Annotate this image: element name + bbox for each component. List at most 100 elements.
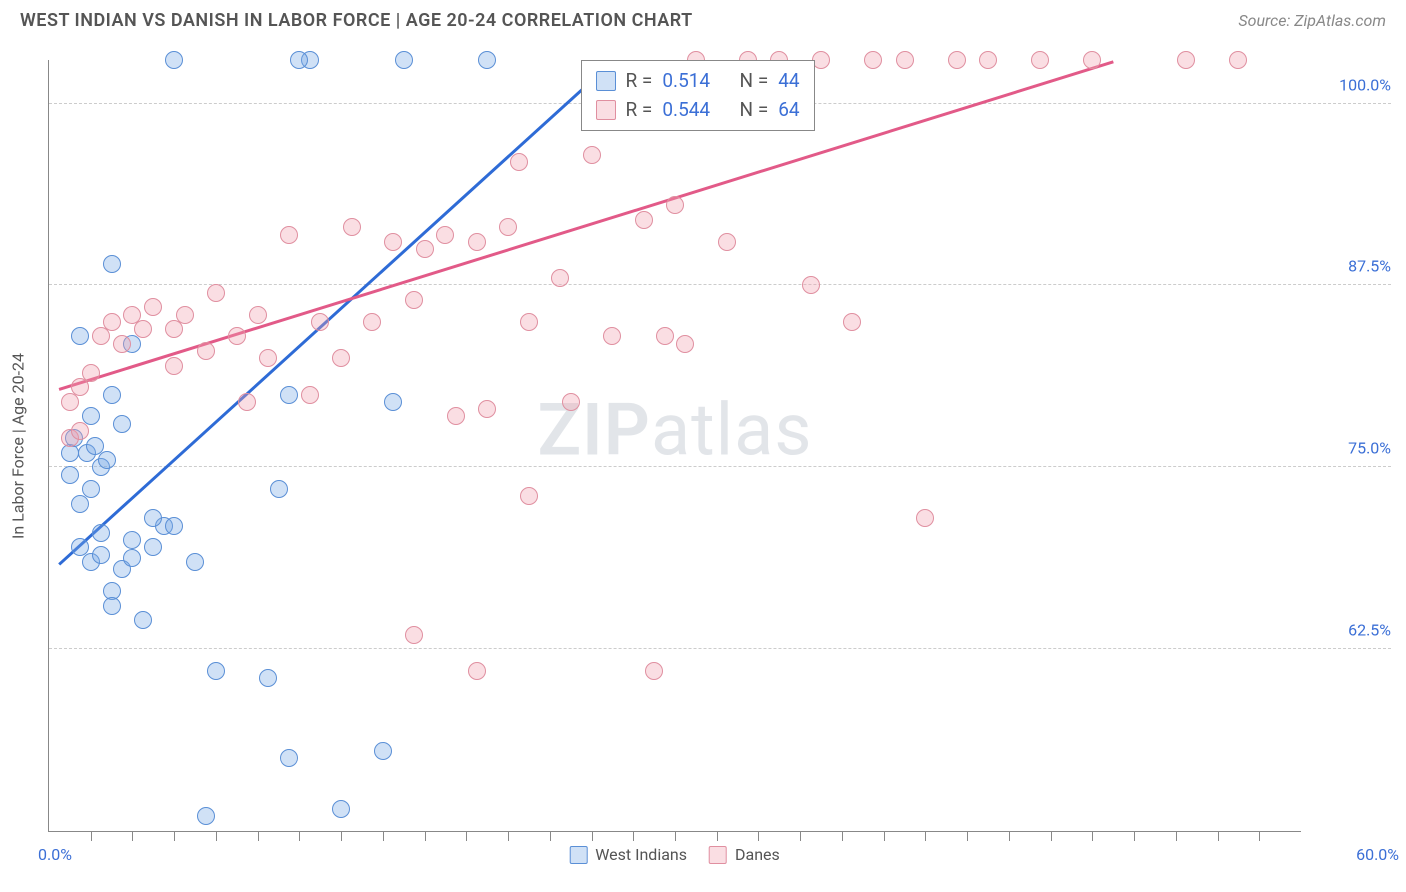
x-tick bbox=[425, 831, 426, 841]
chart-header: WEST INDIAN VS DANISH IN LABOR FORCE | A… bbox=[0, 0, 1406, 31]
data-point bbox=[71, 327, 89, 345]
data-point bbox=[61, 466, 79, 484]
data-point bbox=[134, 320, 152, 338]
data-point bbox=[447, 407, 465, 425]
data-point bbox=[123, 549, 141, 567]
data-point bbox=[238, 393, 256, 411]
x-tick-origin: 0.0% bbox=[38, 845, 72, 864]
data-point bbox=[405, 291, 423, 309]
data-point bbox=[113, 335, 131, 353]
x-tick bbox=[508, 831, 509, 841]
data-point bbox=[583, 146, 601, 164]
r-label: R = bbox=[626, 67, 653, 96]
x-tick bbox=[1259, 831, 1260, 841]
data-point bbox=[270, 480, 288, 498]
data-point bbox=[165, 357, 183, 375]
data-point bbox=[676, 335, 694, 353]
data-point bbox=[186, 553, 204, 571]
data-point bbox=[979, 51, 997, 69]
data-point bbox=[332, 349, 350, 367]
data-point bbox=[520, 487, 538, 505]
x-tick-end: 60.0% bbox=[1356, 845, 1399, 864]
data-point bbox=[113, 415, 131, 433]
x-tick bbox=[1051, 831, 1052, 841]
data-point bbox=[103, 313, 121, 331]
chart-title: WEST INDIAN VS DANISH IN LABOR FORCE | A… bbox=[20, 10, 693, 31]
data-point bbox=[416, 240, 434, 258]
data-point bbox=[468, 233, 486, 251]
x-tick bbox=[1218, 831, 1219, 841]
data-point bbox=[468, 662, 486, 680]
x-tick bbox=[1009, 831, 1010, 841]
x-tick bbox=[592, 831, 593, 841]
data-point bbox=[395, 51, 413, 69]
data-point bbox=[123, 531, 141, 549]
data-point bbox=[916, 509, 934, 527]
data-point bbox=[1031, 51, 1049, 69]
x-tick bbox=[633, 831, 634, 841]
x-tick bbox=[258, 831, 259, 841]
chart-container: In Labor Force | Age 20-24 ZIPatlas 62.5… bbox=[48, 60, 1301, 832]
data-point bbox=[103, 386, 121, 404]
r-label: R = bbox=[626, 96, 653, 125]
legend-stats-row: R = 0.544 N = 64 bbox=[596, 96, 800, 125]
x-tick bbox=[842, 831, 843, 841]
data-point bbox=[343, 218, 361, 236]
data-point bbox=[718, 233, 736, 251]
gridline bbox=[49, 648, 1391, 649]
data-point bbox=[207, 662, 225, 680]
n-value: 64 bbox=[778, 96, 799, 125]
data-point bbox=[165, 517, 183, 535]
y-tick-label: 62.5% bbox=[1311, 621, 1391, 640]
data-point bbox=[103, 597, 121, 615]
data-point bbox=[144, 538, 162, 556]
data-point bbox=[332, 800, 350, 818]
x-tick bbox=[967, 831, 968, 841]
data-point bbox=[280, 226, 298, 244]
data-point bbox=[374, 742, 392, 760]
data-point bbox=[1229, 51, 1247, 69]
data-point bbox=[82, 480, 100, 498]
r-value: 0.514 bbox=[662, 67, 710, 96]
x-tick bbox=[299, 831, 300, 841]
x-tick bbox=[466, 831, 467, 841]
x-tick bbox=[1176, 831, 1177, 841]
x-tick bbox=[800, 831, 801, 841]
data-point bbox=[71, 538, 89, 556]
x-tick bbox=[341, 831, 342, 841]
data-point bbox=[656, 327, 674, 345]
data-point bbox=[603, 327, 621, 345]
data-point bbox=[843, 313, 861, 331]
data-point bbox=[249, 306, 267, 324]
x-tick bbox=[132, 831, 133, 841]
data-point bbox=[176, 306, 194, 324]
data-point bbox=[635, 211, 653, 229]
data-point bbox=[301, 386, 319, 404]
data-point bbox=[510, 153, 528, 171]
data-point bbox=[478, 51, 496, 69]
data-point bbox=[280, 749, 298, 767]
data-point bbox=[551, 269, 569, 287]
n-label: N = bbox=[740, 67, 769, 96]
data-point bbox=[948, 51, 966, 69]
x-tick bbox=[1134, 831, 1135, 841]
data-point bbox=[666, 196, 684, 214]
x-tick bbox=[925, 831, 926, 841]
legend-item-danes: Danes bbox=[709, 845, 780, 864]
x-tick bbox=[550, 831, 551, 841]
y-tick-label: 100.0% bbox=[1311, 75, 1391, 94]
x-tick bbox=[1092, 831, 1093, 841]
x-tick bbox=[216, 831, 217, 841]
legend-stats-box: R = 0.514 N = 44 R = 0.544 N = 64 bbox=[581, 60, 815, 131]
y-tick-label: 75.0% bbox=[1311, 439, 1391, 458]
data-point bbox=[1083, 51, 1101, 69]
legend-item-west-indians: West Indians bbox=[569, 845, 687, 864]
data-point bbox=[197, 342, 215, 360]
legend-label: West Indians bbox=[595, 845, 687, 864]
legend-stats-row: R = 0.514 N = 44 bbox=[596, 67, 800, 96]
data-point bbox=[82, 364, 100, 382]
x-tick bbox=[174, 831, 175, 841]
data-point bbox=[562, 393, 580, 411]
chart-source: Source: ZipAtlas.com bbox=[1238, 11, 1386, 30]
data-point bbox=[802, 276, 820, 294]
